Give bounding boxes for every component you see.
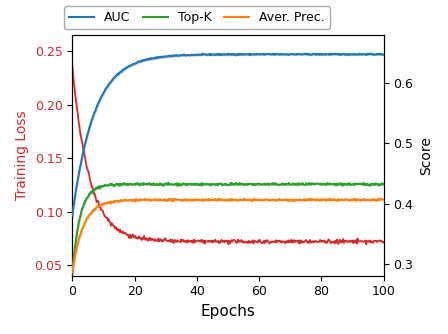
Top-K	[374, 182, 379, 186]
Top-K	[69, 270, 75, 274]
Aver. Prec.	[352, 197, 358, 201]
AUC	[220, 53, 225, 57]
Line: AUC: AUC	[72, 53, 384, 215]
AUC	[69, 213, 75, 217]
Aver. Prec.	[374, 199, 379, 203]
Top-K	[326, 182, 331, 186]
Top-K	[220, 183, 225, 187]
Top-K	[239, 183, 244, 187]
AUC	[218, 52, 223, 56]
Line: Aver. Prec.: Aver. Prec.	[72, 199, 384, 272]
Y-axis label: Score: Score	[419, 136, 433, 175]
AUC	[325, 52, 330, 56]
AUC	[255, 52, 260, 56]
X-axis label: Epochs: Epochs	[201, 304, 255, 319]
AUC	[374, 52, 379, 56]
Top-K	[381, 182, 387, 186]
Legend: AUC, Top-K, Aver. Prec.: AUC, Top-K, Aver. Prec.	[64, 6, 330, 29]
Aver. Prec.	[325, 198, 330, 202]
Y-axis label: Training Loss: Training Loss	[15, 111, 29, 200]
Aver. Prec.	[238, 197, 243, 201]
Top-K	[255, 182, 261, 186]
Line: Top-K: Top-K	[72, 183, 384, 272]
AUC	[368, 51, 373, 55]
Aver. Prec.	[69, 270, 75, 274]
AUC	[381, 53, 387, 57]
Aver. Prec.	[255, 198, 260, 202]
Aver. Prec.	[220, 198, 225, 202]
Top-K	[218, 182, 223, 186]
Top-K	[229, 181, 234, 185]
Aver. Prec.	[218, 198, 223, 202]
AUC	[238, 52, 243, 56]
Aver. Prec.	[381, 198, 387, 202]
